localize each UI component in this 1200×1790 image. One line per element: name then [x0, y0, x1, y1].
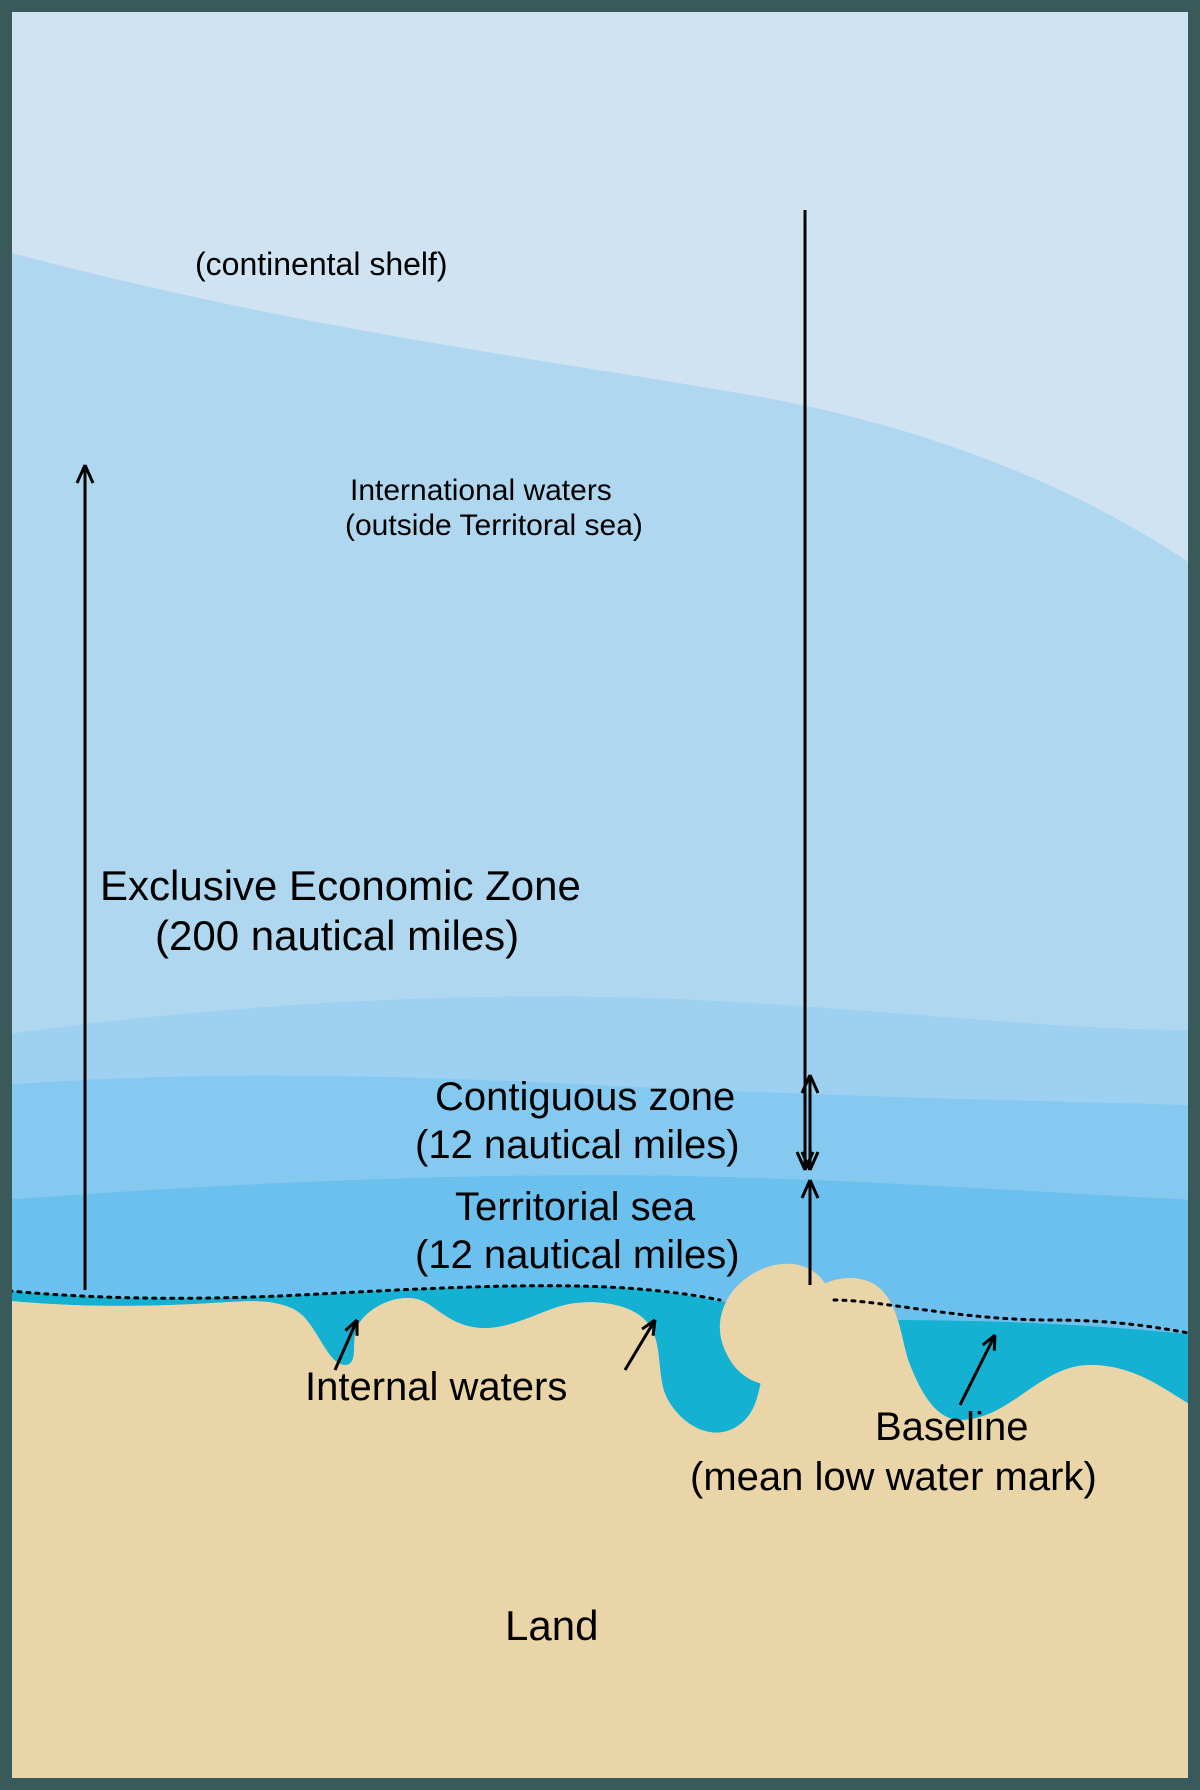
label-continental-shelf: (continental shelf) [195, 246, 448, 282]
maritime-zones-diagram: (continental shelf)International waters(… [0, 0, 1200, 1790]
label-baseline-l2: (mean low water mark) [690, 1455, 1097, 1499]
label-territorial-l1: Territorial sea [455, 1185, 696, 1229]
label-eez-l1: Exclusive Economic Zone [100, 862, 581, 909]
label-international-l2: (outside Territoral sea) [345, 509, 643, 542]
label-eez-l2: (200 nautical miles) [155, 912, 519, 959]
label-internal-waters: Internal waters [305, 1365, 567, 1409]
label-territorial-l2: (12 nautical miles) [415, 1233, 740, 1277]
label-contiguous-l1: Contiguous zone [435, 1075, 735, 1119]
label-contiguous-l2: (12 nautical miles) [415, 1123, 740, 1167]
label-land: Land [505, 1602, 598, 1649]
label-international-l1: International waters [350, 474, 612, 507]
label-baseline-l1: Baseline [875, 1405, 1028, 1449]
